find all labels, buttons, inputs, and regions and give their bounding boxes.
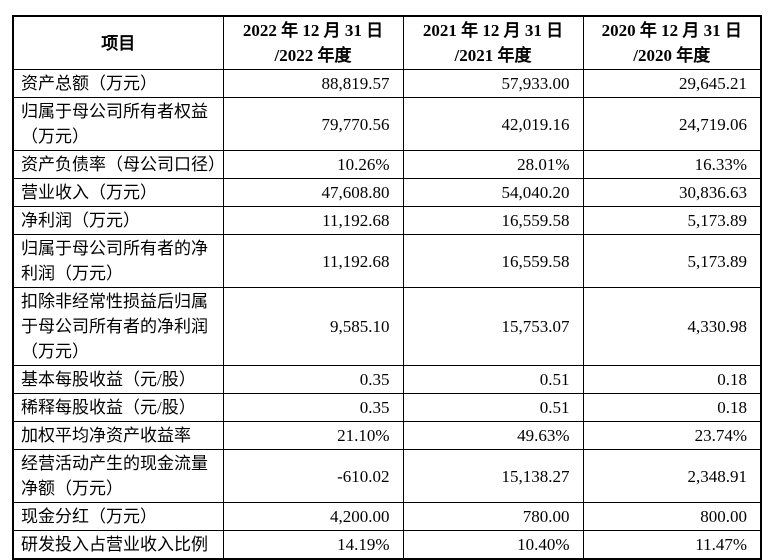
value-2022: 11,192.68: [222, 234, 404, 288]
table-row: 稀释每股收益（元/股） 0.35 0.51 0.18: [12, 393, 762, 422]
value-2020: 4,330.98: [582, 287, 762, 366]
value-2022: 79,770.56: [222, 97, 404, 151]
row-label: 稀释每股收益（元/股）: [12, 393, 224, 422]
value-2021: 54,040.20: [402, 178, 584, 207]
financial-summary-section: 项目 2022 年 12 月 31 日 /2022 年度 2021 年 12 月…: [12, 15, 762, 560]
value-2020: 2,348.91: [582, 449, 762, 503]
value-2021: 42,019.16: [402, 97, 584, 151]
value-2021: 28.01%: [402, 150, 584, 179]
row-label: 加权平均净资产收益率: [12, 421, 224, 450]
value-2021: 780.00: [402, 502, 584, 531]
value-2022: 47,608.80: [222, 178, 404, 207]
table-row: 经营活动产生的现金流量 净额（万元） -610.02 15,138.27 2,3…: [12, 449, 762, 503]
row-label: 扣除非经常性损益后归属 于母公司所有者的净利润 （万元）: [12, 287, 224, 366]
value-2020: 16.33%: [582, 150, 762, 179]
table-row: 现金分红（万元） 4,200.00 780.00 800.00: [12, 502, 762, 531]
value-2022: 88,819.57: [222, 69, 404, 98]
table-row: 资产负债率（母公司口径） 10.26% 28.01% 16.33%: [12, 150, 762, 179]
value-2022: 0.35: [222, 365, 404, 394]
value-2020: 24,719.06: [582, 97, 762, 151]
table-row: 扣除非经常性损益后归属 于母公司所有者的净利润 （万元） 9,585.10 15…: [12, 287, 762, 366]
value-2021: 49.63%: [402, 421, 584, 450]
value-2021: 0.51: [402, 365, 584, 394]
row-label: 现金分红（万元）: [12, 502, 224, 531]
value-2020: 0.18: [582, 393, 762, 422]
value-2020: 5,173.89: [582, 234, 762, 288]
row-label: 基本每股收益（元/股）: [12, 365, 224, 394]
value-2021: 15,138.27: [402, 449, 584, 503]
header-item-label: 项目: [12, 15, 224, 70]
row-label: 经营活动产生的现金流量 净额（万元）: [12, 449, 224, 503]
value-2022: -610.02: [222, 449, 404, 503]
value-2020: 29,645.21: [582, 69, 762, 98]
value-2022: 14.19%: [222, 530, 404, 560]
value-2020: 5,173.89: [582, 206, 762, 235]
table-row: 归属于母公司所有者的净 利润（万元） 11,192.68 16,559.58 5…: [12, 234, 762, 288]
table-row: 营业收入（万元） 47,608.80 54,040.20 30,836.63: [12, 178, 762, 207]
value-2020: 23.74%: [582, 421, 762, 450]
value-2022: 10.26%: [222, 150, 404, 179]
row-label: 归属于母公司所有者权益 （万元）: [12, 97, 224, 151]
header-period-2022: 2022 年 12 月 31 日 /2022 年度: [222, 15, 404, 70]
table-row: 归属于母公司所有者权益 （万元） 79,770.56 42,019.16 24,…: [12, 97, 762, 151]
value-2020: 0.18: [582, 365, 762, 394]
value-2022: 0.35: [222, 393, 404, 422]
value-2021: 15,753.07: [402, 287, 584, 366]
financial-summary-table: 项目 2022 年 12 月 31 日 /2022 年度 2021 年 12 月…: [12, 15, 762, 560]
row-label: 营业收入（万元）: [12, 178, 224, 207]
value-2022: 4,200.00: [222, 502, 404, 531]
table-row: 净利润（万元） 11,192.68 16,559.58 5,173.89: [12, 206, 762, 235]
table-row: 基本每股收益（元/股） 0.35 0.51 0.18: [12, 365, 762, 394]
header-period-2021: 2021 年 12 月 31 日 /2021 年度: [402, 15, 584, 70]
value-2021: 57,933.00: [402, 69, 584, 98]
row-label: 归属于母公司所有者的净 利润（万元）: [12, 234, 224, 288]
value-2021: 16,559.58: [402, 234, 584, 288]
table-row: 资产总额（万元） 88,819.57 57,933.00 29,645.21: [12, 69, 762, 98]
value-2020: 11.47%: [582, 530, 762, 560]
value-2021: 10.40%: [402, 530, 584, 560]
value-2022: 11,192.68: [222, 206, 404, 235]
table-row: 加权平均净资产收益率 21.10% 49.63% 23.74%: [12, 421, 762, 450]
value-2020: 30,836.63: [582, 178, 762, 207]
row-label: 资产负债率（母公司口径）: [12, 150, 224, 179]
value-2021: 0.51: [402, 393, 584, 422]
value-2022: 21.10%: [222, 421, 404, 450]
row-label: 净利润（万元）: [12, 206, 224, 235]
value-2022: 9,585.10: [222, 287, 404, 366]
row-label: 研发投入占营业收入比例: [12, 530, 224, 560]
value-2020: 800.00: [582, 502, 762, 531]
header-period-2020: 2020 年 12 月 31 日 /2020 年度: [582, 15, 762, 70]
row-label: 资产总额（万元）: [12, 69, 224, 98]
table-row: 研发投入占营业收入比例 14.19% 10.40% 11.47%: [12, 530, 762, 560]
table-header-row: 项目 2022 年 12 月 31 日 /2022 年度 2021 年 12 月…: [12, 15, 762, 70]
value-2021: 16,559.58: [402, 206, 584, 235]
